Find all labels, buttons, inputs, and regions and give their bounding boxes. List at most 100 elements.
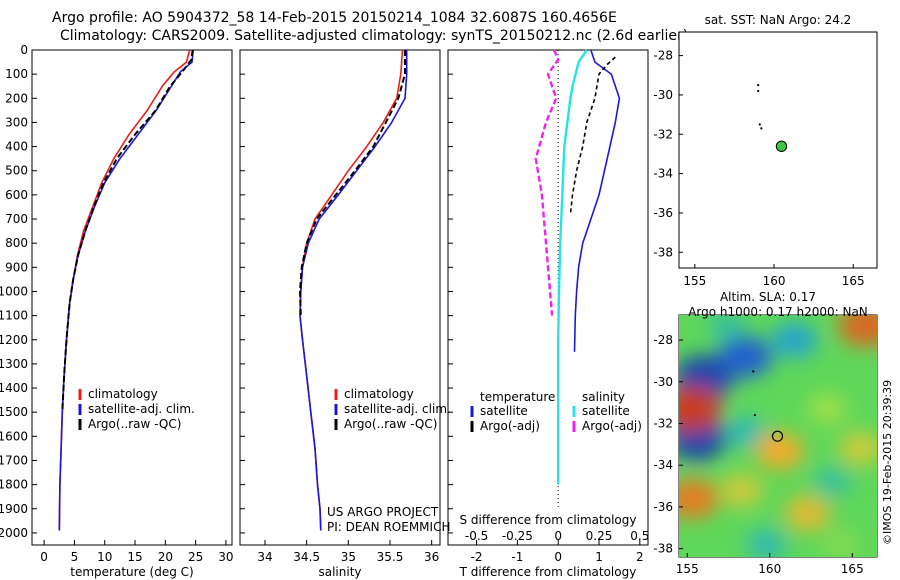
title-line-1: Argo profile: AO 5904372_58 14-Feb-2015 … — [52, 10, 617, 26]
x-tick-label: 160 — [763, 274, 786, 288]
x-tick-label: 0 — [40, 550, 48, 564]
legend-title-salinity: salinity — [582, 390, 625, 404]
title-line-2: Climatology: CARS2009. Satellite-adjuste… — [60, 28, 689, 44]
sla-anomaly — [813, 467, 852, 497]
temperature-profile-frame — [31, 49, 233, 546]
x-tick-label: 25 — [188, 550, 203, 564]
x-tick-label: 5 — [71, 550, 79, 564]
y-tick-label: -34 — [653, 458, 673, 472]
y-tick-label: 400 — [5, 140, 28, 154]
series-argo-raw-qc- — [299, 50, 406, 316]
y-tick-label: 700 — [5, 212, 28, 226]
sla-anomaly — [755, 432, 804, 469]
salinity-profile-frame — [239, 49, 441, 546]
x-axis-label: salinity — [318, 565, 361, 579]
top-tick-label: -0.25 — [502, 529, 533, 543]
y-tick-label: 1500 — [0, 405, 28, 419]
x-tick-label: 10 — [97, 550, 112, 564]
y-tick-label: 1300 — [0, 357, 28, 371]
credit-project: US ARGO PROJECT — [327, 505, 439, 519]
y-tick-label: -36 — [653, 206, 673, 220]
y-tick-label: 1900 — [0, 502, 28, 516]
x-tick-label: 34 — [257, 550, 272, 564]
top-tick-label: 0 — [554, 529, 562, 543]
series-satellite-adj-clim- — [58, 49, 194, 531]
y-tick-label: -32 — [653, 127, 673, 141]
x-tick-label: 165 — [841, 562, 864, 576]
sla-anomaly — [724, 416, 766, 448]
legend-label: Argo(..raw -QC) — [344, 417, 437, 431]
sla-blobs — [679, 315, 877, 557]
track-point — [757, 84, 760, 87]
x-tick-label: 1 — [595, 550, 603, 564]
current-float-marker — [771, 430, 784, 442]
y-tick-label: -38 — [653, 245, 673, 259]
sla-title-line-1: Altim. SLA: 0.17 — [720, 290, 816, 304]
top-axis-label: S difference from climatology — [460, 513, 637, 527]
x-tick-label: -1 — [511, 550, 523, 564]
legend-label: climatology — [344, 387, 414, 401]
difference-profile-frame — [447, 49, 649, 546]
series-satellite-adj-clim- — [299, 50, 408, 531]
sla-anomaly — [785, 495, 831, 531]
y-tick-label: -30 — [653, 88, 673, 102]
legend-title-temperature: temperature — [480, 390, 555, 404]
legend-label: satellite-adj. clim. — [88, 402, 195, 416]
sla-anomaly — [839, 432, 877, 466]
sst-map-title: sat. SST: NaN Argo: 24.2 — [705, 13, 852, 27]
sla-anomaly — [771, 322, 818, 358]
legend-label: climatology — [88, 387, 158, 401]
x-tick-label: 36 — [424, 550, 439, 564]
x-tick-label: 15 — [127, 550, 142, 564]
track-point — [758, 123, 761, 126]
series-salinity-satellite — [557, 49, 588, 485]
x-axis-label: T difference from climatology — [459, 565, 637, 579]
y-tick-label: -38 — [653, 542, 673, 556]
y-tick-label: 500 — [5, 164, 28, 178]
y-tick-label: 1200 — [0, 333, 28, 347]
track-point — [752, 370, 755, 373]
y-tick-label: -30 — [653, 375, 673, 389]
series-argo-raw-qc- — [61, 49, 194, 413]
legend-label: Argo(-adj) — [480, 419, 540, 433]
x-tick-label: 2 — [636, 550, 644, 564]
imos-credit: ©IMOS 19-Feb-2015 20:39:39 — [881, 380, 894, 545]
y-tick-label: -34 — [653, 167, 673, 181]
y-tick-label: 1400 — [0, 381, 28, 395]
legend-label: satellite — [582, 404, 630, 418]
sla-anomaly — [679, 386, 722, 432]
y-tick-label: 1800 — [0, 478, 28, 492]
sla-anomaly — [720, 473, 764, 507]
y-tick-label: 600 — [5, 188, 28, 202]
sla-title-line-2: Argo h1000: 0.17 h2000: NaN — [688, 305, 868, 319]
x-tick-label: 160 — [758, 562, 781, 576]
x-tick-label: 30 — [218, 550, 233, 564]
y-tick-label: 100 — [5, 67, 28, 81]
sla-anomaly — [838, 315, 877, 347]
y-tick-label: 1100 — [0, 309, 28, 323]
track-point — [757, 89, 760, 93]
sla-anomaly — [822, 530, 859, 557]
top-tick-label: 0.25 — [586, 529, 613, 543]
sla-field — [679, 315, 877, 557]
y-tick-label: 1700 — [0, 453, 28, 467]
credit-pi: PI: DEAN ROEMMICH — [327, 520, 450, 534]
y-tick-label: 800 — [5, 236, 28, 250]
x-tick-label: 20 — [158, 550, 173, 564]
legend-label: satellite-adj. clim. — [344, 402, 451, 416]
y-tick-label: 300 — [5, 115, 28, 129]
y-tick-label: 900 — [5, 260, 28, 274]
y-tick-label: 200 — [5, 91, 28, 105]
x-tick-label: 155 — [683, 274, 706, 288]
sla-anomaly — [679, 478, 719, 519]
x-axis-label: temperature (deg C) — [70, 565, 193, 579]
y-tick-label: -36 — [653, 500, 673, 514]
y-tick-label: 1000 — [0, 284, 28, 298]
track-point — [760, 127, 763, 130]
x-tick-label: -2 — [471, 550, 483, 564]
series-temperature-argo-adj- — [569, 56, 616, 215]
series-climatology — [58, 49, 191, 531]
x-tick-label: 165 — [842, 274, 865, 288]
y-tick-label: 2000 — [0, 526, 28, 540]
